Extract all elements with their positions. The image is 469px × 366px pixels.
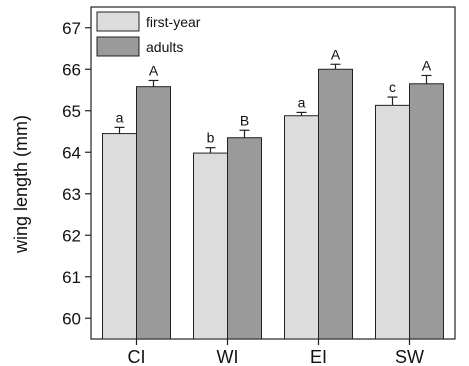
bar-first-year-EI	[284, 115, 319, 340]
bar-adults-WI	[227, 137, 262, 340]
legend-swatch-adults	[96, 36, 140, 57]
bar-adults-SW	[409, 83, 444, 340]
axes-layer: 60 61 62 63 64 65 66 67 CI WI EI SW	[62, 6, 456, 366]
y-tick-label-65: 65	[62, 102, 81, 121]
y-tick-label-62: 62	[62, 226, 81, 245]
bar-adults-CI	[136, 86, 171, 340]
sig-label-adults-CI: A	[149, 62, 159, 78]
y-tick-label-60: 60	[62, 309, 81, 328]
x-tick-label-WI: WI	[217, 347, 239, 366]
x-tick-label-CI: CI	[128, 347, 146, 366]
sig-label-adults-WI: B	[240, 112, 249, 128]
x-tick-label-SW: SW	[395, 347, 424, 366]
sig-label-first-year-CI: a	[116, 109, 124, 125]
sig-label-adults-SW: A	[422, 57, 432, 73]
legend-label-adults: adults	[146, 39, 183, 55]
sig-label-first-year-SW: c	[389, 79, 396, 95]
bar-first-year-CI	[102, 133, 137, 340]
y-tick-label-66: 66	[62, 60, 81, 79]
y-tick-label-63: 63	[62, 185, 81, 204]
bars-layer: a Ab Ba Ac A	[102, 46, 444, 340]
legend: first-year adults	[96, 11, 201, 57]
y-axis-title: wing length (mm)	[11, 115, 31, 254]
y-tick-label-67: 67	[62, 19, 81, 38]
sig-label-first-year-WI: b	[207, 130, 215, 146]
bar-first-year-WI	[193, 152, 228, 340]
sig-label-adults-EI: A	[331, 46, 341, 62]
plot-frame	[90, 6, 456, 340]
bar-adults-EI	[318, 68, 353, 340]
y-tick-label-61: 61	[62, 268, 81, 287]
bar-first-year-SW	[375, 104, 410, 340]
legend-label-first-year: first-year	[146, 14, 201, 30]
y-tick-label-64: 64	[62, 143, 81, 162]
x-tick-label-EI: EI	[310, 347, 327, 366]
sig-label-first-year-EI: a	[298, 94, 306, 110]
legend-swatch-first-year	[96, 11, 140, 32]
